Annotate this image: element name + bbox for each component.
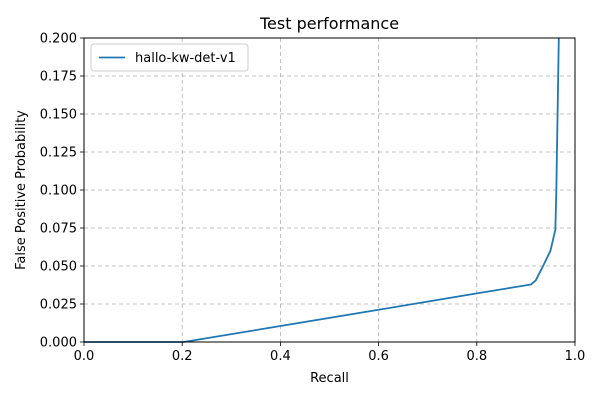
y-tick-label: 0.050 <box>40 260 77 275</box>
grid <box>83 37 576 343</box>
x-tick-label: 0.4 <box>270 349 291 364</box>
y-tick-label: 0.175 <box>40 70 77 85</box>
chart-title: Test performance <box>259 14 399 33</box>
y-tick-label: 0.000 <box>40 336 77 351</box>
x-tick-label: 0.0 <box>74 349 95 364</box>
y-tick-label: 0.100 <box>40 184 77 199</box>
y-tick-label: 0.200 <box>40 32 77 47</box>
y-tick-label: 0.025 <box>40 298 77 313</box>
series-line <box>84 37 560 343</box>
x-tick-label: 0.2 <box>172 349 193 364</box>
y-tick-label: 0.075 <box>40 222 77 237</box>
x-tick-label: 1.0 <box>565 349 586 364</box>
legend: hallo-kw-det-v1 <box>90 43 249 72</box>
y-tick-label: 0.125 <box>40 146 77 161</box>
axis-ticks: 0.0 0.2 0.4 0.6 0.8 1.0 0.000 0.025 0.050 0.075 0.… <box>40 32 586 365</box>
x-axis-label: Recall <box>310 371 349 386</box>
x-tick-label: 0.8 <box>466 349 487 364</box>
legend-entry-label: hallo-kw-det-v1 <box>135 51 236 66</box>
series-layer <box>84 37 560 343</box>
legend-box <box>90 43 249 72</box>
y-tick-label: 0.150 <box>40 108 77 123</box>
x-tick-label: 0.6 <box>368 349 389 364</box>
y-axis-label: False Positive Probability <box>14 110 29 270</box>
